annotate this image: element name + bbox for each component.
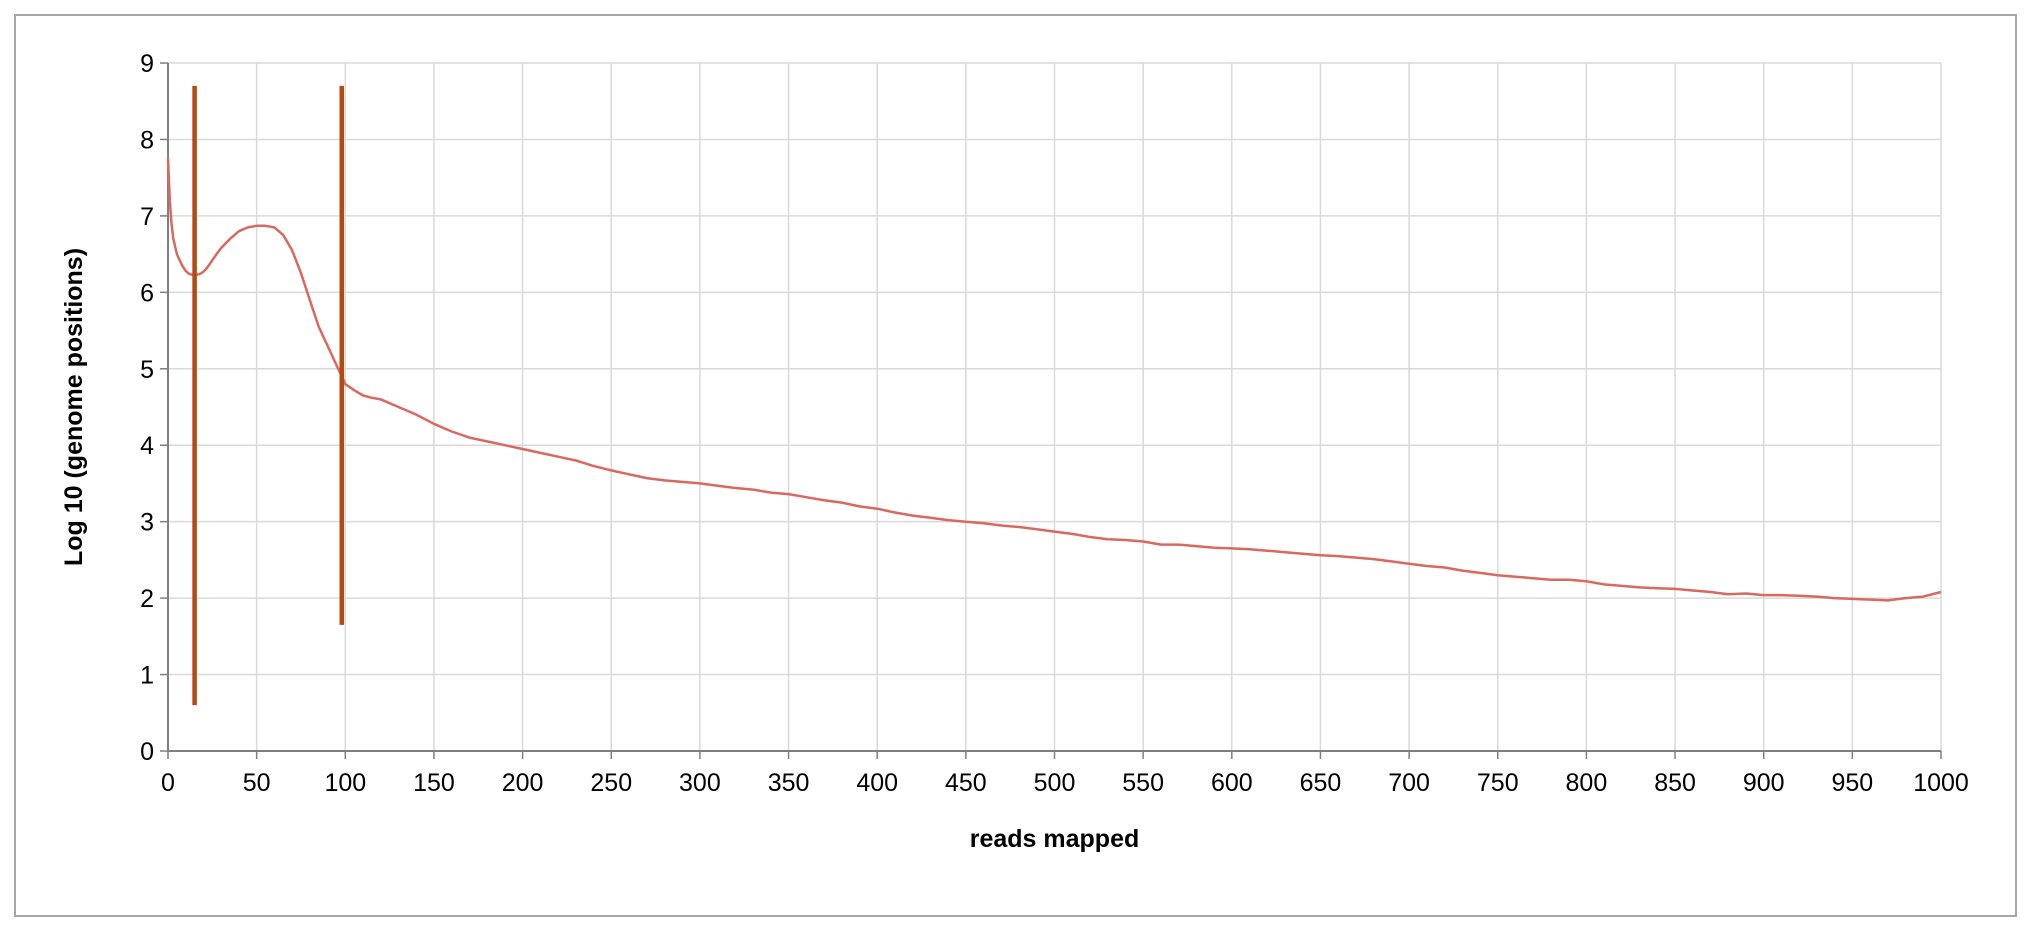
x-tick-label: 0: [161, 769, 175, 797]
y-tick-label: 5: [140, 356, 154, 384]
y-tick-label: 9: [140, 50, 154, 78]
x-axis-title: reads mapped: [970, 825, 1140, 853]
x-tick-label: 1000: [1913, 769, 1969, 797]
x-tick-label: 500: [1034, 769, 1076, 797]
x-tick-label: 800: [1566, 769, 1608, 797]
y-tick-label: 3: [140, 509, 154, 537]
y-tick-label: 2: [140, 585, 154, 613]
x-tick-label: 100: [324, 769, 366, 797]
y-tick-label: 6: [140, 279, 154, 307]
x-tick-label: 400: [856, 769, 898, 797]
y-tick-label: 7: [140, 203, 154, 231]
y-tick-labels: 0 1 2 3 4 5 6 7 8 9: [140, 50, 154, 766]
x-tick-label: 650: [1300, 769, 1342, 797]
series-layer: [166, 158, 1942, 602]
x-tick-label: 200: [502, 769, 544, 797]
y-tick-label: 8: [140, 126, 154, 154]
gridlines: [160, 62, 1942, 759]
line-chart: 0 1 2 3 4 5 6 7 8 9 0 50 100 150 200 250 300 350 400 450 50…: [60, 50, 1969, 853]
x-tick-label: 600: [1211, 769, 1253, 797]
y-tick-label: 4: [140, 432, 154, 460]
series-line: [166, 158, 1942, 602]
x-tick-label: 300: [679, 769, 721, 797]
chart-frame: 0 1 2 3 4 5 6 7 8 9 0 50 100 150 200 250 300 350 400 450 50…: [14, 14, 2017, 917]
x-tick-label: 250: [590, 769, 632, 797]
x-tick-label: 900: [1743, 769, 1785, 797]
x-tick-label: 150: [413, 769, 455, 797]
x-tick-label: 850: [1654, 769, 1696, 797]
x-tick-labels: 0 50 100 150 200 250 300 350 400 450 500 550 600 650 7…: [161, 769, 1969, 797]
vertical-markers: [192, 85, 345, 706]
x-tick-label: 950: [1831, 769, 1873, 797]
y-tick-label: 0: [140, 738, 154, 766]
y-tick-label: 1: [140, 662, 154, 690]
x-tick-label: 50: [243, 769, 271, 797]
x-tick-label: 350: [768, 769, 810, 797]
x-tick-label: 450: [945, 769, 987, 797]
x-tick-label: 550: [1122, 769, 1164, 797]
x-tick-label: 700: [1388, 769, 1430, 797]
y-axis-title: Log 10 (genome positions): [60, 248, 88, 566]
x-tick-label: 750: [1477, 769, 1519, 797]
